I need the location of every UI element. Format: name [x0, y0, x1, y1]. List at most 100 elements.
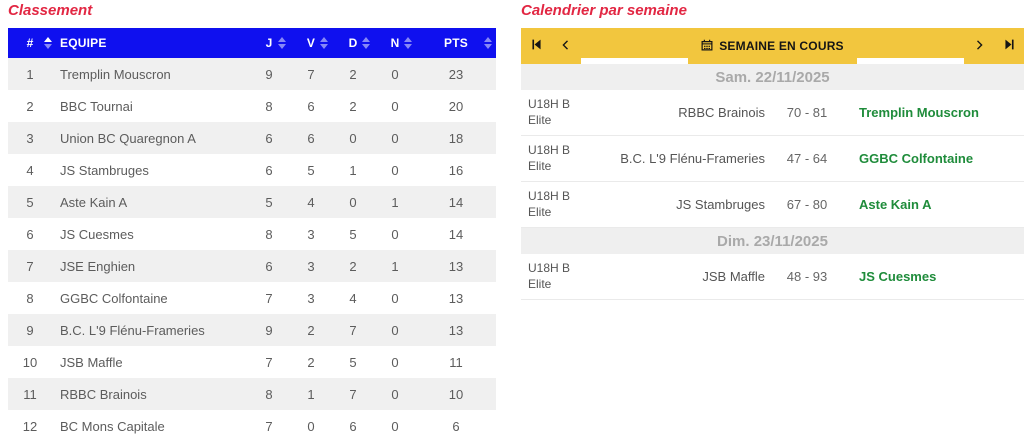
toolbar-connector — [856, 28, 964, 58]
match-division: Elite — [528, 112, 552, 127]
match-row[interactable]: U18H B Elite RBBC Brainois 70 - 81 Tremp… — [521, 90, 1024, 136]
match-home-team: JS Stambruges — [676, 197, 765, 212]
match-row[interactable]: U18H B Elite JSB Maffle 48 - 93 JS Cuesm… — [521, 254, 1024, 300]
match-away-team: Aste Kain A — [859, 197, 932, 212]
points-cell: 11 — [449, 354, 463, 370]
first-week-button[interactable] — [521, 28, 551, 64]
column-header-wins[interactable]: V — [290, 28, 332, 58]
team-name-cell: BC Mons Capitale — [60, 418, 165, 434]
losses-cell: 7 — [349, 386, 357, 402]
team-name-cell: Aste Kain A — [60, 194, 128, 210]
team-name-cell: JSE Enghien — [60, 258, 136, 274]
week-toolbar: SEMAINE EN COURS — [521, 28, 1024, 64]
match-division: Elite — [528, 204, 552, 219]
losses-cell: 5 — [349, 354, 357, 370]
draws-cell: 0 — [391, 162, 399, 178]
points-cell: 18 — [448, 130, 464, 146]
match-category-name: U18H B — [528, 96, 571, 111]
points-cell: 13 — [448, 290, 464, 306]
match-away-team: GGBC Colfontaine — [859, 151, 974, 166]
points-cell: 14 — [448, 194, 464, 210]
day-matches: U18H B Elite JSB Maffle 48 - 93 JS Cuesm… — [521, 254, 1024, 300]
wins-cell: 7 — [307, 66, 315, 82]
standings-table: # EQUIPE J V D N — [8, 28, 496, 442]
team-name-cell: JS Cuesmes — [60, 226, 134, 242]
column-header-team[interactable]: EQUIPE — [52, 28, 248, 58]
column-header-played[interactable]: J — [248, 28, 290, 58]
skip-to-last-week-icon — [1003, 38, 1016, 54]
sort-icon — [362, 37, 370, 49]
match-category: U18H B Elite — [521, 261, 601, 292]
calendar-days: Sam. 22/11/2025 U18H B Elite RBBC Braino… — [521, 64, 1024, 300]
points-cell: 13 — [448, 322, 464, 338]
sort-icon — [320, 37, 328, 49]
match-score: 70 - 81 — [786, 105, 828, 120]
match-score: 67 - 80 — [786, 197, 828, 212]
wins-cell: 5 — [307, 162, 315, 178]
losses-cell: 0 — [349, 194, 357, 210]
table-row: 4 JS Stambruges 6 5 1 0 16 — [8, 154, 496, 186]
column-header-losses[interactable]: D — [332, 28, 374, 58]
draws-cell: 0 — [391, 322, 399, 338]
games-played-cell: 8 — [265, 226, 273, 242]
column-header-rank[interactable]: # — [8, 28, 52, 58]
games-played-cell: 5 — [265, 194, 273, 210]
losses-cell: 2 — [349, 258, 357, 274]
games-played-cell: 6 — [265, 130, 273, 146]
team-name-cell: Tremplin Mouscron — [60, 66, 171, 82]
games-played-cell: 8 — [265, 98, 273, 114]
day-matches: U18H B Elite RBBC Brainois 70 - 81 Tremp… — [521, 90, 1024, 228]
calendar-panel: Calendrier par semaine SEMAINE EN COUR — [521, 3, 1024, 300]
games-played-cell: 6 — [265, 162, 273, 178]
match-row[interactable]: U18H B Elite JS Stambruges 67 - 80 Aste … — [521, 182, 1024, 228]
sort-icon — [278, 37, 286, 49]
match-category: U18H B Elite — [521, 97, 601, 128]
table-row: 11 RBBC Brainois 8 1 7 0 10 — [8, 378, 496, 410]
team-name-cell: RBBC Brainois — [60, 386, 147, 402]
losses-cell: 2 — [349, 66, 357, 82]
draws-cell: 0 — [391, 98, 399, 114]
wins-cell: 3 — [307, 226, 315, 242]
losses-cell: 4 — [349, 290, 357, 306]
match-category: U18H B Elite — [521, 189, 601, 220]
table-row: 8 GGBC Colfontaine 7 3 4 0 13 — [8, 282, 496, 314]
column-label: # — [26, 36, 34, 50]
rank-cell: 9 — [26, 322, 34, 338]
match-home-team: B.C. L'9 Flénu-Frameries — [620, 151, 765, 166]
table-row: 6 JS Cuesmes 8 3 5 0 14 — [8, 218, 496, 250]
current-week-button[interactable]: SEMAINE EN COURS — [688, 28, 857, 64]
points-cell: 14 — [448, 226, 464, 242]
standings-header-row: # EQUIPE J V D N — [8, 28, 496, 58]
next-week-button[interactable] — [964, 28, 994, 64]
draws-cell: 0 — [391, 386, 399, 402]
match-away-team: Tremplin Mouscron — [859, 105, 979, 120]
table-row: 2 BBC Tournai 8 6 2 0 20 — [8, 90, 496, 122]
team-name-cell: B.C. L'9 Flénu-Frameries — [60, 322, 205, 338]
losses-cell: 1 — [349, 162, 357, 178]
rank-cell: 1 — [26, 66, 34, 82]
rank-cell: 12 — [22, 418, 38, 434]
match-category-name: U18H B — [528, 142, 571, 157]
column-header-draws[interactable]: N — [374, 28, 416, 58]
column-header-points[interactable]: PTS — [416, 28, 496, 58]
draws-cell: 1 — [391, 258, 399, 274]
table-row: 7 JSE Enghien 6 3 2 1 13 — [8, 250, 496, 282]
match-category-name: U18H B — [528, 260, 571, 275]
calendar-icon — [701, 39, 713, 54]
calendar-title: Calendrier par semaine — [521, 2, 687, 19]
points-cell: 23 — [448, 66, 464, 82]
wins-cell: 2 — [307, 322, 315, 338]
team-name-cell: BBC Tournai — [60, 98, 133, 114]
day-header: Sam. 22/11/2025 — [521, 64, 1024, 90]
previous-week-button[interactable] — [551, 28, 581, 64]
team-name-cell: GGBC Colfontaine — [60, 290, 168, 306]
draws-cell: 1 — [391, 194, 399, 210]
draws-cell: 0 — [391, 290, 399, 306]
match-row[interactable]: U18H B Elite B.C. L'9 Flénu-Frameries 47… — [521, 136, 1024, 182]
last-week-button[interactable] — [994, 28, 1024, 64]
match-division: Elite — [528, 158, 552, 173]
losses-cell: 6 — [349, 418, 357, 434]
games-played-cell: 7 — [265, 354, 273, 370]
rank-cell: 11 — [23, 386, 37, 402]
column-label: J — [265, 36, 273, 50]
